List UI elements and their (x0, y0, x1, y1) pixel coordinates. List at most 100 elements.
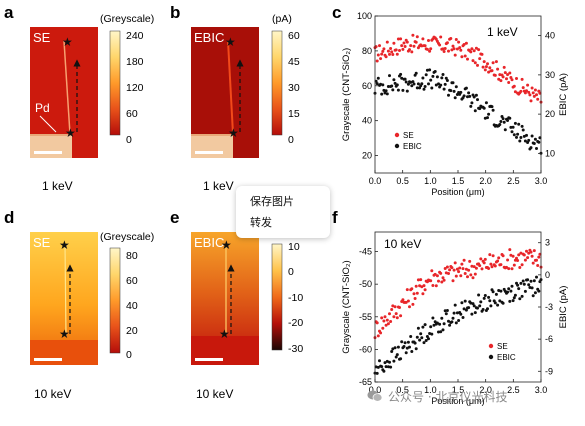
data-point-ebic (383, 361, 387, 365)
pd-electrode (191, 134, 233, 158)
data-point-ebic (399, 357, 403, 361)
data-point-ebic (501, 117, 505, 121)
data-point-ebic (518, 297, 522, 301)
data-point-ebic (486, 116, 489, 120)
data-point-ebic (509, 289, 513, 293)
data-point-se (414, 284, 418, 288)
data-point-se (497, 256, 501, 260)
data-point-se (490, 265, 494, 269)
menu-item-forward[interactable]: 转发 (250, 216, 272, 229)
data-point-se (490, 69, 494, 73)
legend-label-se: SE (497, 342, 508, 351)
context-menu: 保存图片 转发 (236, 186, 330, 238)
data-point-se (463, 54, 467, 58)
cbar-tick-a: 60 (126, 108, 138, 120)
data-point-se (389, 320, 393, 323)
data-point-ebic (468, 94, 472, 98)
data-point-ebic (425, 335, 429, 338)
x-tick-label: 0.0 (369, 176, 382, 186)
data-point-se (459, 48, 463, 52)
data-point-ebic (482, 296, 486, 300)
data-point-ebic (473, 311, 477, 315)
data-point-ebic (503, 128, 507, 132)
data-point-se (481, 65, 485, 69)
data-point-ebic (464, 86, 468, 90)
data-point-ebic (445, 309, 449, 312)
data-point-se (376, 53, 380, 57)
x-tick-label: 1.5 (452, 385, 465, 395)
menu-item-save-image[interactable]: 保存图片 (250, 195, 294, 208)
data-point-se (390, 308, 394, 311)
data-point-ebic (490, 105, 494, 109)
data-point-ebic (441, 73, 445, 76)
data-point-se (474, 46, 478, 50)
y-tick-label-left: -45 (359, 247, 372, 257)
data-point-ebic (437, 82, 440, 86)
data-point-ebic (444, 312, 448, 316)
data-point-se (378, 44, 381, 48)
data-point-se (454, 274, 458, 278)
panel-d: d SE ★ ★ (Greyscale) 80 60 40 20 0 10 ke… (4, 208, 154, 401)
data-point-se (501, 75, 505, 79)
data-point-se (478, 57, 482, 61)
panel-letter-f: f (332, 208, 338, 227)
data-point-ebic (402, 345, 406, 348)
data-point-se (488, 253, 492, 257)
data-point-ebic (378, 359, 381, 363)
data-point-se (516, 259, 520, 262)
data-point-se (421, 37, 425, 41)
data-point-se (393, 305, 397, 309)
data-point-ebic (520, 294, 524, 298)
data-point-se (519, 89, 523, 93)
data-point-ebic (479, 300, 483, 304)
data-point-se (503, 71, 507, 75)
energy-label-a: 1 keV (42, 179, 73, 193)
data-point-se (416, 278, 420, 282)
data-point-ebic (512, 133, 516, 137)
data-point-ebic (435, 321, 439, 325)
wechat-icon (367, 390, 383, 402)
data-point-ebic (518, 139, 522, 143)
data-point-se (487, 267, 491, 270)
data-point-ebic (529, 279, 533, 283)
y-axis-label-left: Grayscale (CNT-SiO₂) (341, 260, 352, 353)
data-point-ebic (443, 82, 447, 86)
data-point-se (376, 334, 380, 338)
energy-label-b: 1 keV (203, 179, 234, 193)
data-point-se (415, 35, 419, 39)
data-point-se (415, 291, 419, 295)
tag-se-a: SE (33, 30, 51, 45)
data-point-ebic (414, 347, 418, 351)
star-bottom-b: ★ (228, 126, 239, 140)
data-point-se (476, 63, 479, 67)
data-point-se (385, 40, 389, 44)
data-point-ebic (499, 289, 503, 293)
data-point-se (443, 47, 447, 50)
data-point-se (515, 77, 518, 80)
data-point-ebic (451, 316, 455, 320)
data-point-se (434, 284, 438, 288)
data-point-ebic (386, 85, 390, 88)
data-point-se (375, 59, 379, 63)
data-point-ebic (533, 291, 537, 295)
data-point-ebic (472, 95, 476, 99)
data-point-se (429, 47, 433, 51)
data-point-ebic (441, 328, 445, 332)
data-point-ebic (390, 84, 394, 88)
data-point-ebic (393, 81, 397, 85)
data-point-ebic (448, 323, 452, 327)
tag-se-d: SE (33, 235, 51, 250)
data-point-se (472, 49, 476, 53)
pd-pointer (39, 115, 57, 133)
energy-label-e: 10 keV (196, 387, 233, 401)
electrode-region (30, 340, 98, 365)
cbar-tick-e: 10 (288, 241, 300, 253)
data-point-ebic (422, 341, 426, 345)
data-point-ebic (391, 88, 395, 92)
data-point-ebic (507, 287, 511, 291)
cbar-tick-b: 45 (288, 56, 300, 68)
data-point-ebic (390, 350, 394, 353)
data-point-se (483, 68, 487, 72)
cbar-tick-a: 0 (126, 134, 132, 146)
x-tick-label: 1.0 (424, 176, 437, 186)
